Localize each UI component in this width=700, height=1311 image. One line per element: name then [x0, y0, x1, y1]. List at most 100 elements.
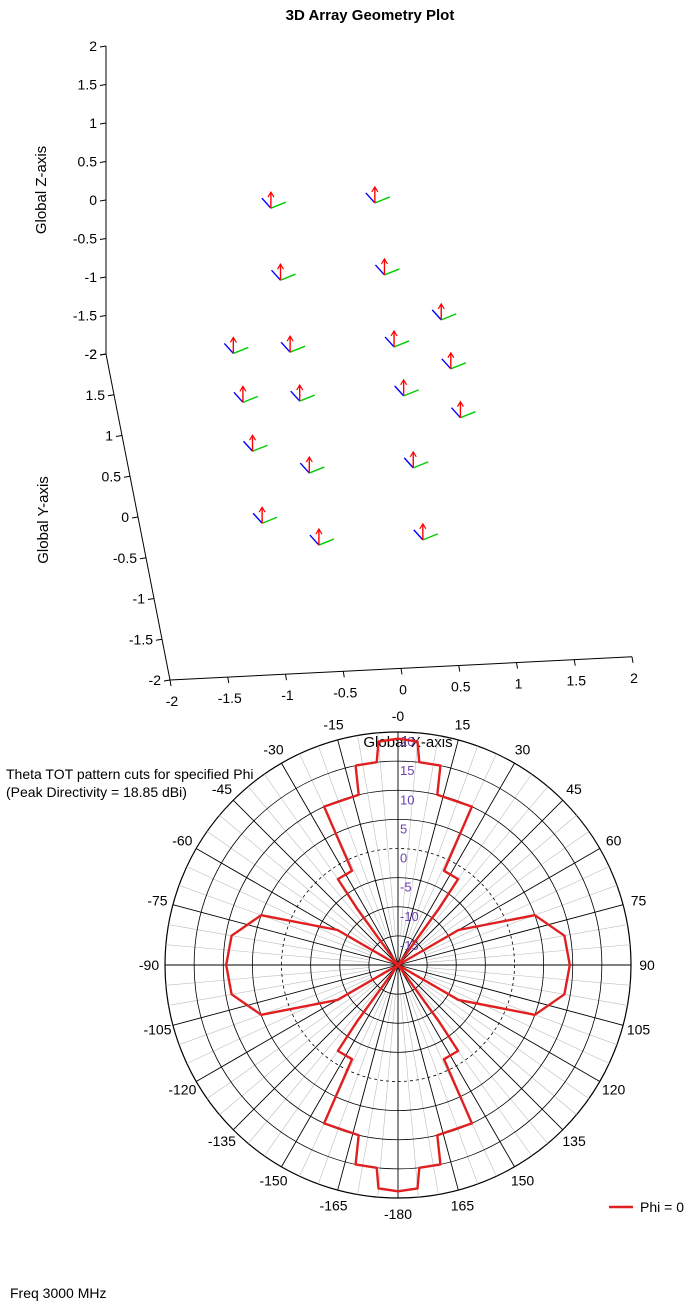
element-y-direction — [394, 385, 405, 397]
y-tick — [155, 638, 163, 641]
element-z-arrowhead — [400, 378, 408, 386]
polar-radial-label: 20 — [400, 734, 414, 749]
element-z-arrowhead — [267, 191, 275, 198]
polar-minor-spoke — [402, 735, 439, 937]
polar-minor-spoke — [178, 974, 371, 1045]
polar-minor-spoke — [424, 977, 610, 1064]
polar-major-spoke — [172, 964, 399, 1026]
z-tick-label: 0.5 — [78, 154, 98, 170]
z-tick-label: -1.5 — [73, 308, 97, 324]
z-tick — [99, 84, 107, 86]
element-y-direction — [441, 358, 452, 370]
polar-angle-label: -90 — [139, 957, 159, 973]
polar-minor-spoke — [426, 967, 631, 986]
array-element — [403, 450, 429, 469]
element-y-direction — [374, 264, 385, 276]
y-tick-label: -0.5 — [113, 550, 137, 566]
y-tick — [163, 679, 171, 682]
y-tick — [131, 516, 139, 519]
z-tick-label: 0 — [89, 192, 97, 208]
element-y-direction — [280, 341, 291, 353]
polar-radial-label: 0 — [400, 851, 407, 866]
polar-angle-label: -75 — [147, 893, 167, 909]
y-tick-label: 2 — [89, 346, 97, 362]
x-tick-label: -2 — [166, 693, 179, 709]
element-x-direction — [299, 394, 315, 402]
element-y-direction — [413, 529, 424, 541]
element-x-direction — [384, 268, 400, 276]
element-y-direction — [450, 407, 461, 419]
x-tick — [342, 671, 345, 678]
polar-minor-spoke — [407, 745, 478, 938]
y-tick — [147, 598, 155, 600]
polar-minor-spoke — [165, 967, 370, 986]
element-z-arrowhead — [371, 185, 379, 193]
array-elements — [223, 185, 476, 546]
polar-major-spoke — [172, 904, 399, 966]
element-z-arrowhead — [419, 522, 427, 530]
polar-minor-spoke — [426, 924, 628, 961]
polar-angle-label: 60 — [606, 833, 622, 849]
polar-minor-spoke — [318, 745, 389, 938]
element-y-direction — [261, 197, 272, 209]
polar-minor-spoke — [168, 969, 370, 1006]
element-z-arrowhead — [239, 385, 247, 392]
element-x-direction — [440, 313, 457, 321]
array-element — [233, 385, 259, 403]
polar-radial-label: 15 — [400, 763, 414, 778]
element-y-direction — [233, 391, 244, 403]
polar-angle-label: 90 — [639, 957, 655, 973]
polar-angle-label: 105 — [627, 1021, 651, 1037]
x-tick — [631, 656, 634, 663]
polar-minor-spoke — [178, 885, 371, 956]
polar-angle-label: -60 — [172, 833, 192, 849]
polar-minor-spoke — [186, 977, 372, 1064]
polar-major-spoke — [337, 739, 399, 966]
element-z-arrowhead — [315, 527, 323, 535]
element-z-arrowhead — [380, 257, 388, 265]
polar-angle-label: 150 — [511, 1173, 535, 1189]
polar-minor-spoke — [425, 974, 618, 1045]
element-z-arrowhead — [276, 263, 285, 270]
y-tick-label: 0 — [121, 509, 129, 525]
element-y-direction — [309, 534, 320, 546]
element-z-arrowhead — [409, 450, 417, 458]
element-z-arrowhead — [258, 506, 266, 513]
polar-angle-labels: -0153045607590105120135150165-180-165-15… — [139, 708, 655, 1222]
element-z-arrowhead — [286, 335, 294, 342]
element-x-direction — [252, 444, 268, 452]
element-z-arrowhead — [305, 455, 313, 463]
polar-minor-spoke — [416, 786, 548, 943]
polar-grid — [164, 731, 632, 1199]
x-tick — [458, 665, 461, 672]
polar-radial-label: 10 — [400, 792, 414, 807]
polar-minor-spoke — [425, 885, 618, 956]
element-x-direction — [450, 362, 467, 370]
element-z-arrowhead — [437, 302, 445, 310]
element-x-direction — [242, 395, 259, 403]
polar-minor-spoke — [165, 944, 370, 963]
polar-series — [224, 737, 571, 1193]
polar-major-spoke — [337, 964, 399, 1191]
polar-angle-label: -0 — [392, 708, 405, 724]
element-x-direction — [412, 461, 429, 469]
y-tick — [123, 475, 131, 478]
array-element — [309, 527, 335, 546]
y-tick — [107, 394, 115, 397]
polar-minor-spoke — [206, 831, 375, 949]
polar-minor-spoke — [426, 969, 628, 1006]
polar-minor-spoke — [248, 786, 380, 943]
polar-pattern-plot: Theta TOT pattern cuts for specified Phi… — [6, 708, 684, 1301]
element-z-arrowhead — [229, 336, 237, 343]
polar-radial-label: -10 — [400, 909, 419, 924]
frequency-label: Freq 3000 MHz — [10, 1285, 106, 1301]
element-y-direction — [403, 457, 414, 469]
legend: Phi = 0 — [609, 1199, 684, 1215]
element-x-direction — [261, 516, 278, 524]
z-tick-label: -2 — [85, 346, 98, 362]
y-tick — [115, 435, 123, 437]
geometry-tick-labels: -2 -1.5 -1 -0.5 0 0.5 1 1.5 2-2-1.5-1-0.500.511.… — [73, 38, 638, 709]
polar-radial-label: 5 — [400, 821, 407, 836]
